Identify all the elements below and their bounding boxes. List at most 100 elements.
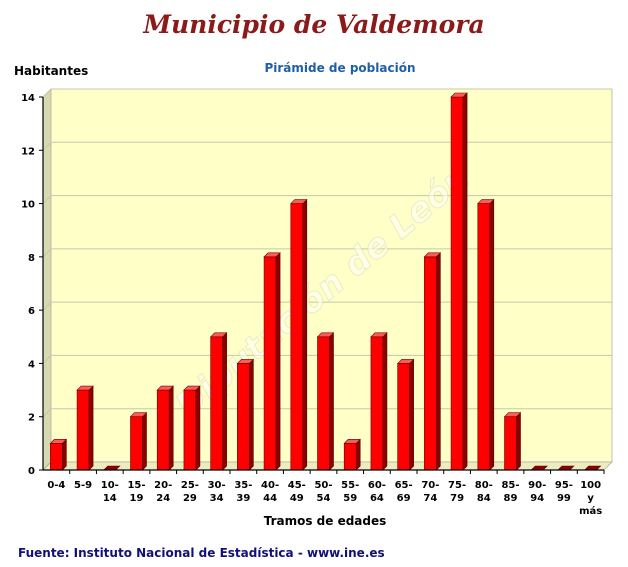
y-tick-label: 6: [28, 306, 35, 317]
bar-side: [436, 252, 441, 471]
bar-side: [275, 252, 281, 471]
bar: [503, 411, 522, 471]
bar-side: [195, 385, 201, 471]
bar-front: [183, 389, 197, 471]
y-tick-label: 2: [28, 413, 35, 424]
chart-subtitle: Pirámide de población: [264, 61, 416, 75]
bar: [316, 332, 335, 471]
bar-side: [489, 198, 495, 471]
bar-front: [504, 416, 517, 471]
bar-top: [156, 385, 174, 391]
bar-top: [370, 332, 388, 338]
gridline: [42, 248, 612, 258]
gridline: [42, 141, 612, 151]
x-tick-label: 85-89: [501, 480, 519, 504]
bar-front: [343, 443, 357, 471]
bar-side: [462, 92, 468, 471]
bar-front: [397, 363, 410, 471]
bar-side: [142, 411, 147, 471]
bar: [477, 198, 495, 471]
bar-front: [76, 389, 90, 471]
x-axis-label: Tramos de edades: [263, 514, 387, 528]
bar-side: [355, 438, 361, 471]
bar-side: [249, 358, 254, 471]
gridline: [42, 88, 612, 98]
y-tick-label: 10: [21, 200, 35, 211]
x-tick-label: 60-64: [368, 480, 386, 504]
x-tick-label: 90-94: [528, 480, 546, 504]
x-tick-label: 65-69: [395, 480, 413, 504]
bar-top: [290, 199, 308, 204]
bar-top: [450, 92, 468, 98]
x-tick-label: 30-34: [208, 480, 226, 504]
bar-top: [396, 359, 415, 364]
bar-side: [302, 198, 308, 471]
bar-top: [423, 252, 442, 258]
bar-front: [370, 336, 384, 471]
x-tick-label: 10-14: [101, 480, 119, 504]
bar-side: [382, 332, 388, 471]
y-tick-label: 0: [28, 466, 35, 477]
chart-title: Municipio de Valdemora: [143, 10, 485, 39]
bar: [263, 252, 281, 471]
x-tick-label: 80-84: [475, 480, 493, 504]
bar: [156, 385, 174, 471]
x-tick-label: 50-54: [314, 480, 332, 504]
bar-front: [130, 416, 143, 471]
bar-top: [263, 252, 281, 258]
bar-top: [236, 359, 255, 364]
bar: [236, 358, 255, 471]
bar-top: [316, 332, 335, 338]
bar-front: [237, 363, 250, 471]
bar-front: [210, 336, 223, 471]
x-tick-label: 20-24: [154, 480, 172, 504]
x-tick-label: 45-49: [288, 480, 306, 504]
bar-side: [62, 438, 67, 471]
bar: [343, 438, 361, 471]
x-tick-label: 70-74: [421, 480, 439, 504]
bar: [209, 332, 228, 471]
bar-top: [477, 199, 495, 204]
bar-front: [317, 336, 330, 471]
bar-side: [168, 385, 174, 471]
bar-front: [50, 443, 63, 471]
bar-side: [88, 385, 94, 471]
bar-front: [477, 203, 491, 471]
bar: [49, 438, 68, 471]
bar-top: [209, 332, 228, 338]
x-tick-label: 5-9: [74, 480, 92, 491]
bar-side: [516, 411, 521, 471]
bar: [423, 252, 442, 471]
bar: [183, 385, 201, 471]
bar-front: [263, 256, 277, 471]
bar-side: [222, 332, 227, 471]
x-tick-label: 100 y más: [579, 480, 602, 517]
gridline: [42, 195, 612, 204]
bar-top: [183, 385, 201, 391]
bar-top: [343, 439, 361, 444]
bar-top: [76, 385, 94, 391]
x-tick-label: 25-29: [181, 480, 199, 504]
bar-top: [503, 412, 522, 418]
x-tick-label: 75-79: [448, 480, 466, 504]
bar-front: [424, 256, 437, 471]
bar-front: [290, 203, 304, 471]
bar-side: [409, 358, 414, 471]
bar-top: [129, 412, 148, 418]
x-tick-label: 15-19: [127, 480, 145, 504]
y-axis-label: Habitantes: [14, 64, 89, 78]
bar: [370, 332, 388, 471]
bar: [129, 411, 148, 471]
y-tick-label: 4: [28, 359, 35, 370]
x-tick-label: 0-4: [47, 480, 65, 491]
bar: [76, 385, 94, 471]
bar: [396, 358, 415, 471]
bar-front: [156, 389, 170, 471]
y-tick-label: 14: [21, 93, 35, 104]
bar-side: [329, 332, 334, 471]
y-tick-label: 12: [21, 146, 35, 157]
x-tick-label: 95-99: [555, 480, 573, 504]
x-tick-label: 40-44: [261, 480, 279, 504]
bar: [290, 198, 308, 471]
